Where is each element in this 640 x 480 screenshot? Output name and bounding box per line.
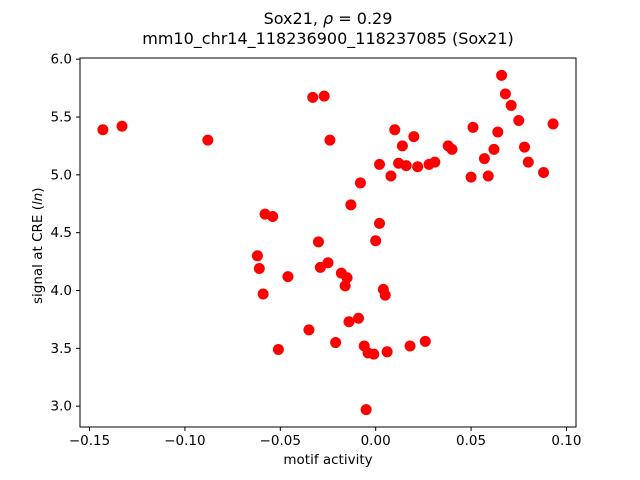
y-tick-label: 6.0 — [51, 52, 72, 68]
scatter-point — [303, 324, 315, 336]
scatter-point — [381, 346, 393, 358]
x-tick-label: 0.00 — [361, 433, 391, 449]
scatter-point — [97, 124, 109, 136]
y-tick-label: 5.0 — [51, 167, 72, 183]
scatter-point — [505, 99, 517, 111]
x-tick-label: −0.15 — [69, 433, 110, 449]
x-tick-label: −0.10 — [164, 433, 205, 449]
x-axis-label: motif activity — [283, 452, 373, 468]
scatter-point — [360, 404, 372, 416]
scatter-point — [251, 250, 263, 262]
scatter-point — [353, 312, 365, 324]
scatter-point — [482, 170, 494, 182]
x-tick-label: 0.10 — [551, 433, 581, 449]
scatter-point — [322, 257, 334, 269]
scatter-point — [267, 210, 279, 222]
y-tick-label: 3.0 — [51, 399, 72, 415]
axes-spines — [79, 57, 577, 428]
scatter-point — [389, 124, 401, 136]
scatter-point — [513, 114, 525, 126]
scatter-point — [343, 316, 355, 328]
scatter-point — [446, 143, 458, 155]
scatter-point — [547, 118, 559, 130]
scatter-point — [478, 153, 490, 165]
scatter-point — [496, 69, 508, 81]
scatter-point — [282, 271, 294, 283]
ylabel-suffix: ) — [30, 187, 46, 193]
scatter-point — [412, 161, 424, 173]
scatter-point — [522, 156, 534, 168]
scatter-point — [467, 121, 479, 133]
title-suffix: = 0.29 — [333, 9, 393, 28]
scatter-point — [370, 235, 382, 247]
scatter-point — [538, 167, 550, 179]
scatter-point — [488, 143, 500, 155]
scatter-point — [257, 288, 269, 300]
scatter-point — [354, 177, 366, 189]
scatter-point — [341, 272, 353, 284]
scatter-point — [404, 340, 416, 352]
scatter-point — [385, 170, 397, 182]
y-axis-label: signal at CRE (ln) — [30, 187, 46, 304]
scatter-point — [374, 158, 386, 170]
scatter-point — [400, 160, 412, 172]
scatter-point — [368, 348, 380, 360]
y-tick-label: 3.5 — [51, 341, 72, 357]
scatter-point — [307, 91, 319, 103]
scatter-point — [116, 120, 128, 132]
scatter-point — [465, 171, 477, 183]
y-tick-label: 4.0 — [51, 283, 72, 299]
ylabel-italic: ln — [30, 192, 46, 206]
scatter-point — [379, 289, 391, 301]
scatter-point — [419, 335, 431, 347]
scatter-point — [312, 236, 324, 248]
scatter-point — [202, 134, 214, 146]
title-prefix: Sox21, — [263, 9, 324, 28]
rho-symbol: ρ — [323, 9, 334, 28]
scatter-point — [518, 141, 530, 153]
scatter-point — [345, 199, 357, 211]
scatter-point — [499, 88, 511, 100]
scatter-point — [324, 134, 336, 146]
y-tick-label: 4.5 — [51, 225, 72, 241]
chart-title: Sox21, ρ = 0.29 mm10_chr14_118236900_118… — [80, 9, 576, 49]
x-tick-label: −0.05 — [260, 433, 301, 449]
chart-title-line2: mm10_chr14_118236900_118237085 (Sox21) — [142, 29, 514, 48]
scatter-point — [429, 156, 441, 168]
x-tick-label: 0.05 — [456, 433, 486, 449]
y-tick-label: 5.5 — [51, 109, 72, 125]
scatter-point — [408, 131, 420, 143]
scatter-point — [330, 337, 342, 349]
scatter-point — [492, 126, 504, 138]
scatter-point — [318, 90, 330, 102]
scatter-point — [272, 343, 284, 355]
ylabel-prefix: signal at CRE ( — [30, 205, 46, 304]
scatter-point — [396, 140, 408, 152]
scatter-point — [253, 263, 265, 275]
scatter-point — [374, 217, 386, 229]
chart-title-line1: Sox21, ρ = 0.29 — [80, 9, 576, 29]
